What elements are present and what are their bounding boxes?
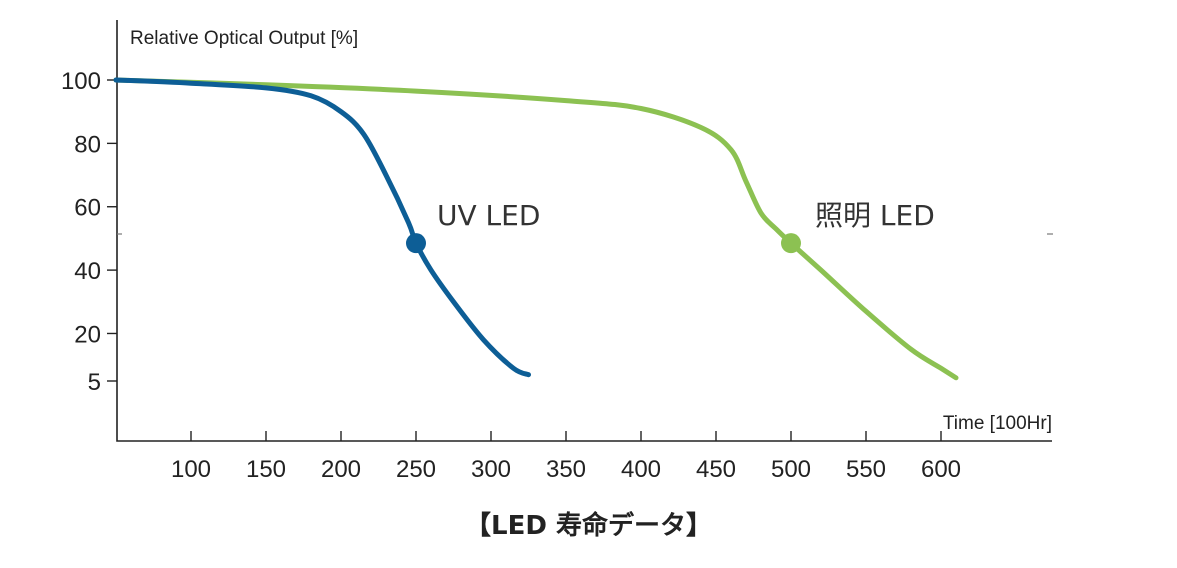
uv-led-line bbox=[113, 77, 531, 378]
axis-lines bbox=[116, 20, 1052, 442]
y-tick-label: 80 bbox=[74, 131, 101, 158]
led-lifetime-chart: 100 80 60 40 20 5 100 150 200 250 300 350 400 450 500… bbox=[61, 20, 1053, 483]
x-axis-label: Time [100Hr] bbox=[943, 413, 1052, 434]
x-tick-label: 550 bbox=[846, 456, 886, 483]
y-tick-label: 20 bbox=[74, 321, 101, 348]
y-tick-label: 60 bbox=[74, 195, 101, 222]
x-tick-label: 450 bbox=[696, 456, 736, 483]
series-lines bbox=[113, 77, 959, 381]
series-markers bbox=[406, 233, 801, 254]
series-labels: 照明 LED UV LED bbox=[437, 199, 935, 232]
x-tick-label: 350 bbox=[546, 456, 586, 483]
chart-caption: 【LED 寿命データ】 bbox=[465, 511, 712, 541]
lighting-led-label: 照明 LED bbox=[815, 199, 935, 232]
x-tick-label: 300 bbox=[471, 456, 511, 483]
x-tick-label: 200 bbox=[321, 456, 361, 483]
x-tick-label: 150 bbox=[246, 456, 286, 483]
y-tick-label: 100 bbox=[61, 68, 101, 95]
x-tick-label: 400 bbox=[621, 456, 661, 483]
y-axis-label: Relative Optical Output [%] bbox=[130, 28, 358, 49]
x-axis-ticks: 100 150 200 250 300 350 400 450 500 550 600 bbox=[171, 431, 961, 483]
x-tick-label: 600 bbox=[921, 456, 961, 483]
uv-led-label: UV LED bbox=[437, 199, 540, 232]
axes bbox=[116, 20, 1053, 442]
x-tick-label: 100 bbox=[171, 456, 211, 483]
y-axis-ticks: 100 80 60 40 20 5 bbox=[61, 68, 117, 396]
lighting-led-marker bbox=[781, 233, 801, 254]
x-tick-label: 500 bbox=[771, 456, 811, 483]
y-tick-label: 40 bbox=[74, 258, 101, 285]
uv-led-marker bbox=[406, 233, 426, 254]
lighting-led-line bbox=[113, 77, 959, 381]
y-tick-label: 5 bbox=[88, 369, 101, 396]
x-tick-label: 250 bbox=[396, 456, 436, 483]
